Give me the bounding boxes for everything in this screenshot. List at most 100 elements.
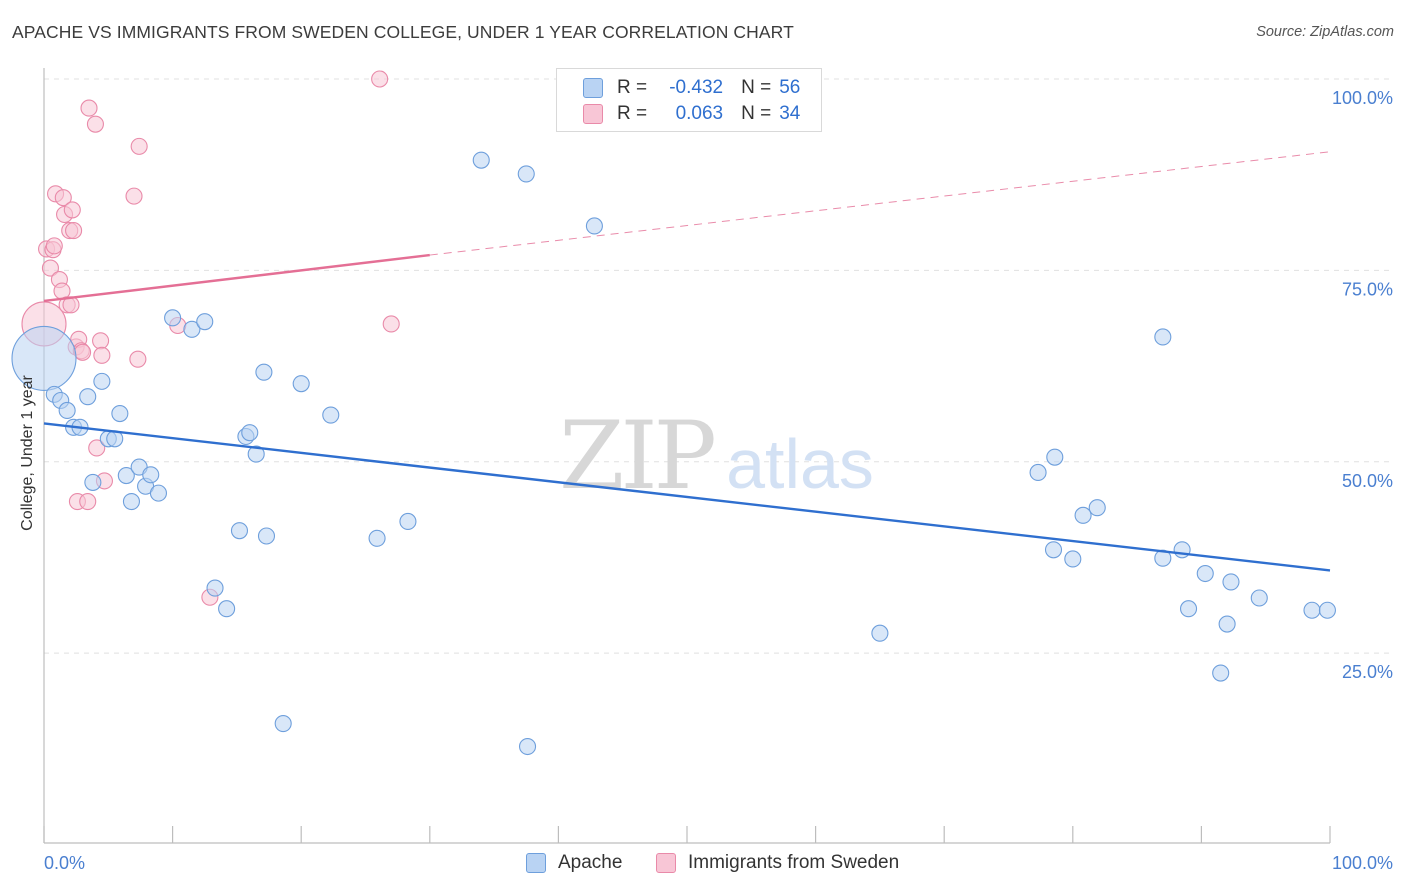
apache-point	[149, 484, 168, 502]
legend-item-apache: Apache	[526, 852, 622, 874]
legend-apache-swatch	[526, 853, 546, 873]
apache-point	[585, 217, 603, 235]
apache-point	[1088, 499, 1106, 517]
sweden-point	[74, 343, 92, 361]
sweden-point	[63, 201, 81, 219]
sweden-swatch	[583, 104, 603, 124]
apache-point	[93, 372, 111, 390]
y-tick-label: 75.0%	[1342, 279, 1393, 299]
chart-title: APACHE VS IMMIGRANTS FROM SWEDEN COLLEGE…	[12, 22, 794, 42]
y-tick-label: 50.0%	[1342, 471, 1393, 491]
apache-point	[122, 493, 140, 511]
apache-point	[164, 309, 182, 327]
source-credit: Source: ZipAtlas.com	[1256, 24, 1394, 40]
apache-point	[518, 737, 537, 756]
apache-point	[1318, 601, 1336, 619]
apache-point	[517, 165, 535, 183]
sweden-n-label: N =	[741, 103, 772, 124]
apache-point	[1222, 573, 1240, 591]
stats-legend: R = -0.432 N = 56 R = 0.063 N = 34	[556, 68, 822, 132]
watermark: ZIP atlas	[559, 402, 874, 511]
apache-point	[1064, 550, 1082, 568]
apache-point	[1029, 463, 1047, 482]
apache-point	[322, 406, 340, 424]
apache-point	[1074, 506, 1092, 524]
apache-point	[247, 445, 265, 463]
y-tick-label: 25.0%	[1342, 662, 1393, 682]
legend-sweden-label: Immigrants from Sweden	[688, 852, 900, 873]
apache-point	[230, 522, 249, 540]
apache-point	[196, 313, 214, 331]
watermark-zip: ZIP	[559, 402, 713, 511]
sweden-point	[79, 493, 97, 511]
apache-point	[1212, 664, 1230, 682]
legend-row-sweden: R = 0.063 N = 34	[583, 103, 800, 125]
apache-point	[255, 363, 273, 381]
sweden-point	[382, 315, 400, 333]
legend-apache-label: Apache	[558, 852, 623, 873]
sweden-point	[86, 115, 104, 133]
apache-point	[206, 579, 224, 597]
sweden-trendline	[43, 253, 430, 303]
sweden-point	[125, 187, 143, 205]
apache-point	[84, 473, 102, 491]
sweden-point	[41, 259, 59, 277]
y-axis-label: College, Under 1 year	[19, 375, 36, 531]
legend-item-sweden: Immigrants from Sweden	[656, 852, 899, 874]
apache-point	[871, 624, 889, 642]
sweden-n-value: 34	[779, 103, 801, 124]
sweden-point	[129, 350, 147, 368]
apache-r-value: -0.432	[669, 77, 724, 98]
apache-point	[142, 466, 160, 484]
x-tick-label-min: 0.0%	[44, 853, 85, 873]
series-legend: Apache Immigrants from Sweden	[0, 852, 1406, 878]
apache-point	[1250, 589, 1268, 607]
apache-point	[472, 151, 490, 169]
apache-point	[1044, 541, 1063, 559]
sweden-point	[65, 222, 83, 240]
apache-point	[368, 529, 386, 547]
apache-point	[1179, 600, 1198, 618]
grid-layer	[44, 78, 1392, 654]
label-layer: 25.0% 50.0% 75.0% 100.0% 0.0% 100.0%	[44, 88, 1393, 873]
sweden-trendline-extension	[429, 151, 1331, 256]
sweden-point	[88, 439, 106, 457]
apache-n-label: N =	[741, 77, 772, 98]
apache-points	[11, 151, 1336, 756]
apache-n-value: 56	[779, 77, 801, 98]
axes-layer	[43, 68, 1331, 844]
legend-sweden-swatch	[656, 853, 676, 873]
apache-point	[1196, 564, 1214, 583]
apache-point	[218, 600, 236, 618]
sweden-points	[21, 70, 400, 606]
x-tick-label-max: 100.0%	[1332, 853, 1393, 873]
apache-point	[111, 404, 129, 423]
apache-point	[117, 466, 135, 485]
sweden-point	[80, 99, 98, 117]
apache-point	[183, 320, 201, 338]
apache-point	[399, 512, 417, 531]
apache-point	[1303, 601, 1321, 619]
apache-point	[274, 715, 292, 733]
apache-point	[1154, 328, 1172, 346]
apache-point	[11, 325, 77, 391]
legend-row-apache: R = -0.432 N = 56	[583, 77, 800, 99]
apache-point	[58, 401, 76, 420]
sweden-point	[130, 137, 148, 155]
y-tick-label: 100.0%	[1332, 88, 1393, 108]
apache-trendline	[43, 422, 1331, 572]
sweden-point	[54, 189, 72, 207]
apache-point	[292, 375, 310, 393]
trend-layer	[43, 151, 1331, 572]
apache-point	[1046, 448, 1064, 466]
apache-r-label: R =	[617, 77, 648, 98]
sweden-r-value: 0.063	[675, 103, 724, 124]
apache-point	[241, 424, 259, 442]
sweden-point	[92, 332, 110, 350]
apache-point	[257, 527, 276, 545]
sweden-point	[93, 346, 111, 364]
apache-swatch	[583, 78, 603, 98]
apache-point	[1218, 615, 1236, 633]
sweden-point	[45, 237, 63, 255]
